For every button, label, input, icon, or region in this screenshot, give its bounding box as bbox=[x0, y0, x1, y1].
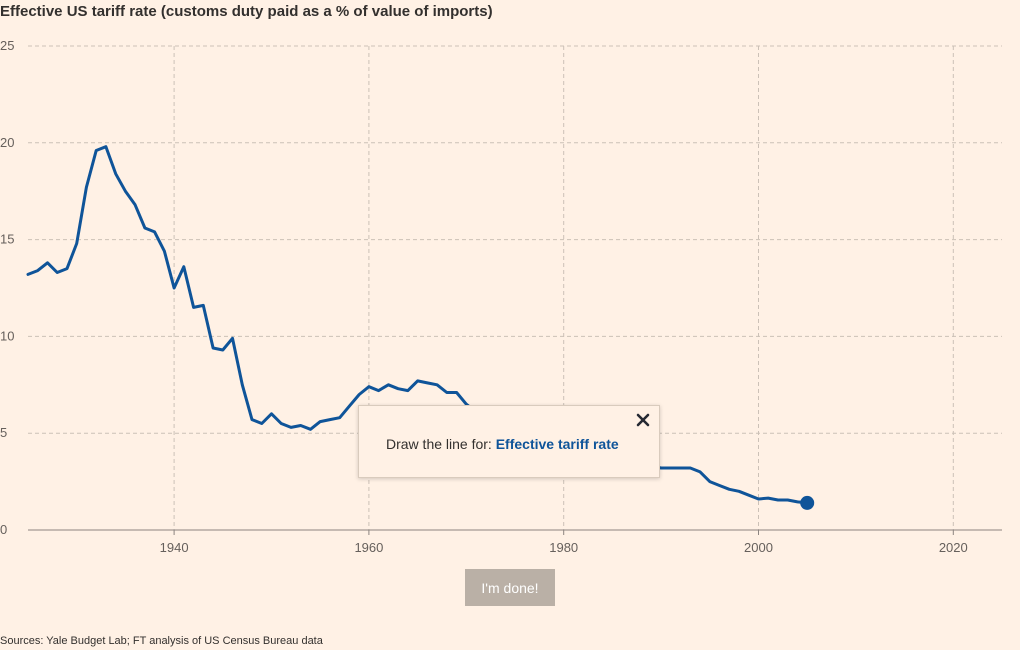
series-line-effective-tariff-rate bbox=[26, 145, 809, 505]
y-tick-label: 0 bbox=[0, 522, 7, 537]
popup-prefix: Draw the line for: bbox=[386, 436, 496, 452]
x-tick-label: 1980 bbox=[549, 540, 578, 555]
popup-message: Draw the line for: Effective tariff rate bbox=[386, 436, 619, 452]
x-tick-label: 1960 bbox=[354, 540, 383, 555]
x-tick-label: 2020 bbox=[939, 540, 968, 555]
y-tick-label: 15 bbox=[0, 232, 14, 247]
tick-labels: 0 5 10 15 20 25 1940 1960 1980 2000 2020 bbox=[0, 38, 968, 555]
y-tick-label: 20 bbox=[0, 135, 14, 150]
chart-title: Effective US tariff rate (customs duty p… bbox=[0, 3, 493, 20]
close-icon[interactable] bbox=[633, 410, 653, 430]
done-button[interactable]: I'm done! bbox=[465, 569, 555, 606]
x-tick-label: 2000 bbox=[744, 540, 773, 555]
y-tick-label: 10 bbox=[0, 328, 14, 343]
source-note: Sources: Yale Budget Lab; FT analysis of… bbox=[0, 635, 323, 647]
series-layer bbox=[26, 145, 815, 510]
x-tick-label: 1940 bbox=[160, 540, 189, 555]
y-tick-label: 5 bbox=[0, 425, 7, 440]
draw-handle[interactable] bbox=[800, 495, 815, 510]
y-tick-label: 25 bbox=[0, 38, 14, 53]
x-axis bbox=[28, 529, 1002, 535]
draw-line-popup: Draw the line for: Effective tariff rate bbox=[358, 405, 660, 478]
popup-series-name: Effective tariff rate bbox=[495, 436, 619, 452]
